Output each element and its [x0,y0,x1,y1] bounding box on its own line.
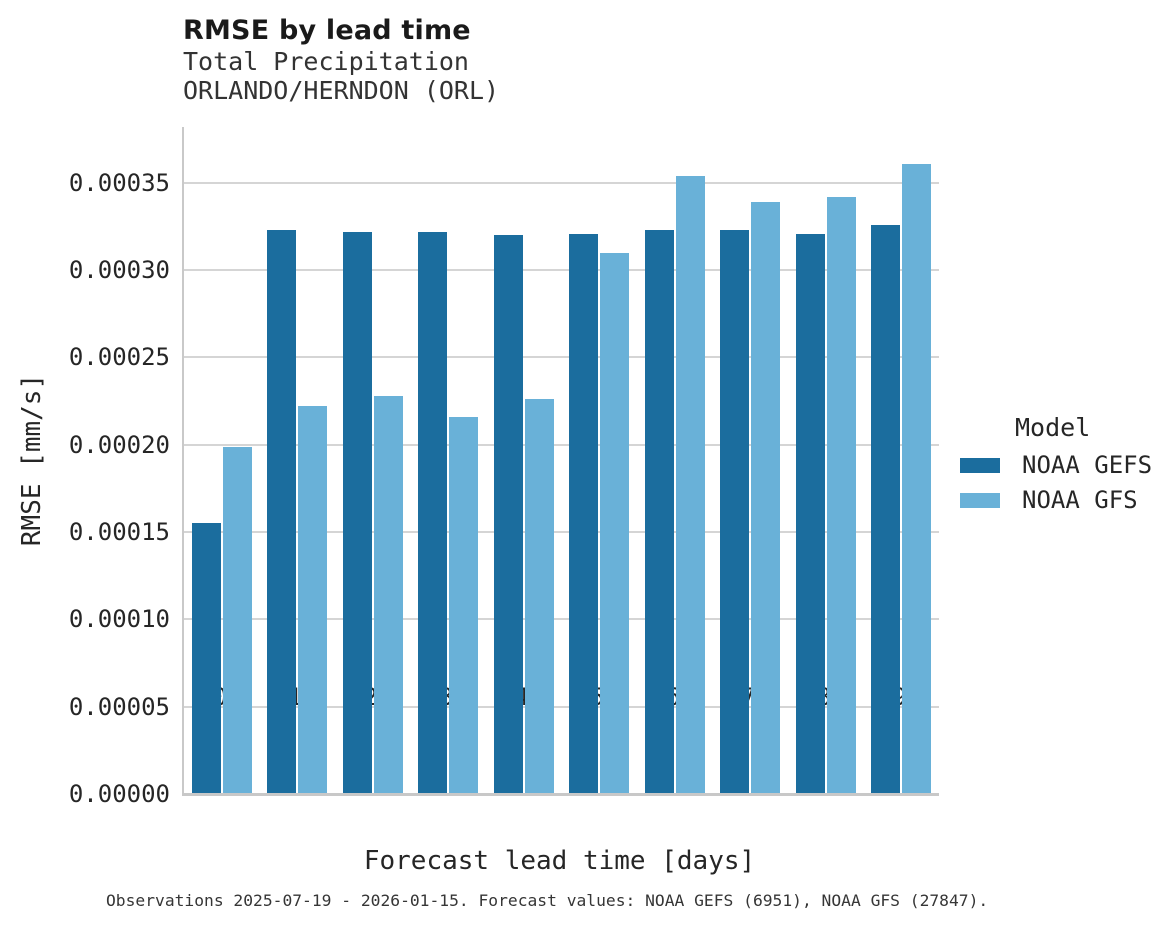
y-tick-label: 0.00010 [68,605,170,634]
y-tick-label: 0.00015 [68,518,170,547]
y-tick-label: 0.00000 [68,780,170,808]
gridline [184,356,939,359]
chart-subtitle-variable: Total Precipitation [183,47,469,76]
y-tick-label: 0.00020 [68,430,170,459]
bar-gefs-day4 [493,235,523,794]
y-tick-label: 0.00005 [68,692,170,721]
bar-gfs-day8 [826,196,856,794]
legend-item-gfs: NOAA GFS [960,486,1175,514]
gridline [184,531,939,534]
y-tick-label: 0.00035 [68,168,170,197]
bar-gefs-day5 [569,233,599,794]
gridline [184,618,939,621]
bar-gfs-day9 [902,163,932,794]
y-tick-label: 0.00025 [68,343,170,372]
bar-gfs-day0 [222,446,252,794]
chart-title: RMSE by lead time [183,15,471,46]
bar-gefs-day8 [795,233,825,794]
x-axis-line [181,792,939,796]
x-axis-label: Forecast lead time [days] [363,846,756,876]
bar-gfs-day5 [600,252,630,794]
legend-item-gefs: NOAA GEFS [960,451,1175,479]
gridline [184,269,939,272]
bar-gfs-day6 [675,175,705,794]
legend-label-gfs: NOAA GFS [1022,486,1138,514]
bar-gefs-day2 [342,231,372,794]
gefs-swatch-icon [960,457,1000,473]
legend: Model NOAA GEFS NOAA GFS [960,413,1175,514]
gfs-swatch-icon [960,492,1000,508]
y-tick-labels: 0.00000 0.00005 0.00010 0.00015 0.00020 0.000… [0,127,170,808]
footer-caption: Observations 2025-07-19 - 2026-01-15. Fo… [106,891,989,910]
legend-title: Model [1015,413,1091,442]
bar-gfs-day2 [373,395,403,794]
bar-gefs-day3 [418,231,448,794]
bar-gefs-day6 [644,230,674,794]
gridline [184,705,939,708]
bar-gfs-day3 [449,416,479,794]
bar-gfs-day4 [524,399,554,794]
plot-area [181,127,939,796]
bar-gefs-day0 [191,523,221,794]
bar-gefs-day7 [720,230,750,794]
bar-gfs-day7 [751,202,781,794]
title-block: RMSE by lead time Total Precipitation OR… [183,14,499,105]
gridline [184,181,939,184]
gridline [184,443,939,446]
bar-gefs-day9 [871,224,901,794]
bar-gfs-day1 [298,406,328,794]
y-tick-label: 0.00030 [68,256,170,285]
chart-subtitle-station: ORLANDO/HERNDON (ORL) [183,75,500,105]
legend-label-gefs: NOAA GEFS [1022,451,1153,479]
bar-gefs-day1 [267,230,297,794]
